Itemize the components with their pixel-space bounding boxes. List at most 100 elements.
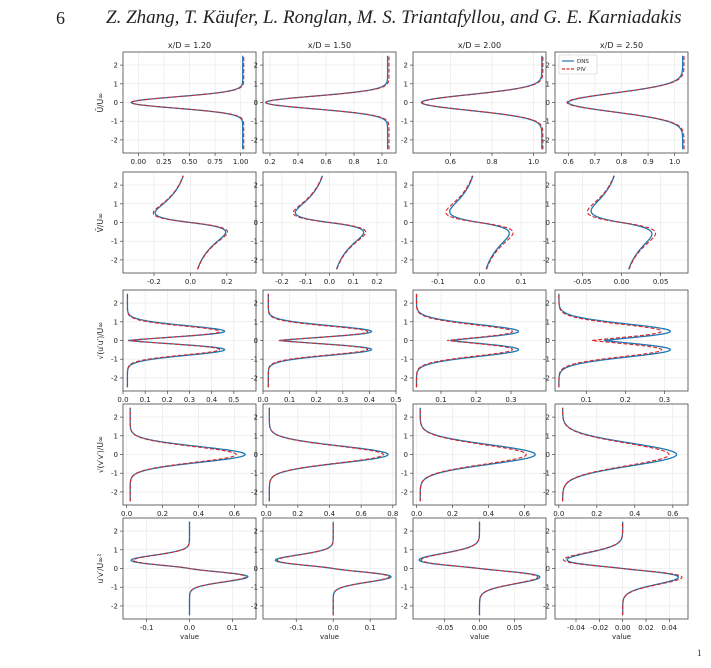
y-tick-label: 2 (254, 182, 258, 190)
y-tick-label: 0 (546, 565, 550, 573)
subplot-r4-c2: 0.0 0.2 0.4 0.6 0.8 -2 -1 0 1 2 (251, 403, 398, 518)
y-tick-label: -1 (543, 118, 550, 126)
x-tick-label: 0.4 (292, 158, 304, 166)
series-line-piv (126, 293, 221, 388)
y-tick-label: 1 (254, 200, 258, 208)
subplot-r4-c1: 0.0 0.2 0.4 0.6 -2 -1 0 1 2 √(v′v′)/U∞ (96, 403, 257, 518)
x-tick-label: 0.0 (121, 510, 132, 518)
y-tick-label: 0 (404, 451, 408, 459)
subplot-r2-c2: -0.2 -0.1 0.0 0.1 0.2 -2 -1 0 1 2 (251, 171, 397, 286)
y-tick-label: -1 (251, 238, 258, 246)
series-line-piv (268, 407, 384, 502)
y-tick-label: 1 (114, 546, 118, 554)
y-tick-label: -1 (401, 584, 408, 592)
y-tick-label: -1 (251, 584, 258, 592)
y-tick-label: -2 (251, 602, 258, 610)
x-tick-label: 0.7 (589, 158, 600, 166)
y-tick-label: -1 (111, 584, 118, 592)
y-tick-label: -1 (111, 356, 118, 364)
y-tick-label: 2 (114, 414, 118, 422)
subplot-r5-c4: -0.04 -0.02 0.00 0.02 0.04 -2 -1 0 1 2 value (543, 517, 689, 641)
x-tick-label: 0.3 (184, 396, 195, 404)
x-tick-label: 0.2 (447, 510, 458, 518)
x-tick-label: -0.05 (573, 278, 591, 286)
y-tick-label: 2 (404, 528, 408, 536)
y-tick-label: 2 (114, 182, 118, 190)
y-tick-label: -2 (401, 136, 408, 144)
x-tick-label: 0.0 (185, 278, 196, 286)
x-tick-label: 0.4 (206, 396, 218, 404)
y-tick-label: 1 (546, 200, 550, 208)
y-tick-label: -2 (543, 488, 550, 496)
y-tick-label: 1 (546, 318, 550, 326)
subplot-r4-c3: 0.0 0.2 0.4 0.6 -2 -1 0 1 2 (401, 403, 547, 518)
subplot-r5-c1: -0.1 0.0 0.1 -2 -1 0 1 2 u′v′/U∞² value (96, 517, 257, 641)
x-tick-label: 0.00 (472, 624, 488, 632)
y-tick-label: 1 (114, 80, 118, 88)
x-tick-label: 0.0 (261, 510, 272, 518)
x-tick-label: 0.2 (311, 396, 322, 404)
subplot-r1-c4: 0.6 0.7 0.8 0.9 1.0 -2 -1 0 1 2 DNS PIV (543, 51, 689, 166)
y-tick-label: 0 (404, 565, 408, 573)
series-line-piv (420, 521, 539, 616)
y-tick-label: 0 (114, 337, 118, 345)
x-axis-label: value (612, 633, 631, 641)
x-axis-label: value (180, 633, 199, 641)
subplot-r4-c4: 0.0 0.2 0.4 0.6 -2 -1 0 1 2 (543, 403, 689, 518)
y-tick-label: 0 (254, 219, 258, 227)
y-tick-label: 1 (114, 318, 118, 326)
y-tick-label: -1 (401, 238, 408, 246)
series-line-piv (130, 55, 245, 150)
x-tick-label: -0.1 (431, 278, 445, 286)
x-tick-label: 0.0 (257, 396, 268, 404)
x-tick-label: 0.0 (474, 278, 485, 286)
x-tick-label: 0.2 (591, 510, 602, 518)
x-tick-label: 0.1 (284, 396, 295, 404)
y-tick-label: -2 (401, 488, 408, 496)
x-tick-label: 0.6 (445, 158, 457, 166)
x-tick-label: 0.8 (387, 510, 398, 518)
y-tick-label: 2 (546, 528, 550, 536)
series-line-piv (419, 407, 527, 502)
y-tick-label: -2 (543, 602, 550, 610)
y-tick-label: 1 (254, 546, 258, 554)
x-tick-label: 0.02 (638, 624, 654, 632)
y-tick-label: -1 (111, 238, 118, 246)
x-tick-label: 0.2 (264, 158, 275, 166)
y-tick-label: -1 (543, 584, 550, 592)
x-tick-label: 0.5 (228, 396, 239, 404)
y-tick-label: 0 (546, 451, 550, 459)
y-tick-label: 1 (404, 80, 408, 88)
y-tick-label: -1 (543, 470, 550, 478)
series-line-piv (562, 407, 670, 502)
y-tick-label: 2 (254, 528, 258, 536)
y-tick-label: 0 (254, 99, 258, 107)
x-tick-label: 1.0 (669, 158, 680, 166)
y-tick-label: 0 (546, 219, 550, 227)
x-tick-label: 0.1 (140, 396, 151, 404)
y-tick-label: 0 (404, 337, 408, 345)
x-tick-label: 0.00 (131, 158, 147, 166)
y-tick-label: -2 (251, 256, 258, 264)
column-title: x/D = 2.00 (458, 41, 501, 50)
series-line-dns (449, 175, 510, 270)
subplot-r5-c2: -0.1 0.0 0.1 -2 -1 0 1 2 value (251, 517, 397, 641)
y-tick-label: 0 (254, 565, 258, 573)
y-tick-label: 2 (546, 300, 550, 308)
y-tick-label: -1 (111, 118, 118, 126)
subplot-r1-c2: 0.2 0.4 0.6 0.8 1.0 -2 -1 0 1 2 (251, 51, 397, 166)
subplot-r2-c3: -0.1 0.0 0.1 -2 -1 0 1 2 (401, 171, 547, 286)
series-line-dns (420, 55, 543, 150)
series-line-piv (152, 175, 229, 270)
x-tick-label: 0.1 (515, 278, 526, 286)
x-tick-label: 0.00 (614, 278, 630, 286)
y-tick-label: 2 (546, 414, 550, 422)
y-tick-label: -1 (111, 470, 118, 478)
series-line-dns (558, 293, 672, 388)
y-tick-label: 2 (114, 62, 118, 70)
x-tick-label: 0.2 (292, 510, 303, 518)
series-line-dns (130, 55, 244, 150)
column-title: x/D = 1.20 (168, 41, 211, 50)
x-tick-label: -0.2 (275, 278, 289, 286)
x-tick-label: 0.6 (229, 510, 241, 518)
